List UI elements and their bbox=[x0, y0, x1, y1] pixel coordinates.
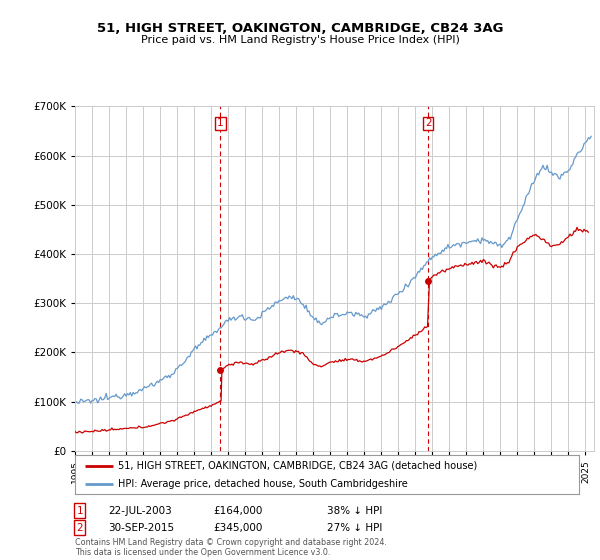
Text: £345,000: £345,000 bbox=[213, 522, 262, 533]
Point bbox=[215, 366, 225, 375]
Text: 1: 1 bbox=[76, 506, 83, 516]
Text: £164,000: £164,000 bbox=[213, 506, 262, 516]
Text: 27% ↓ HPI: 27% ↓ HPI bbox=[327, 522, 382, 533]
Text: 51, HIGH STREET, OAKINGTON, CAMBRIDGE, CB24 3AG (detached house): 51, HIGH STREET, OAKINGTON, CAMBRIDGE, C… bbox=[118, 461, 477, 471]
Text: 30-SEP-2015: 30-SEP-2015 bbox=[108, 522, 174, 533]
Point bbox=[423, 277, 433, 286]
Text: Price paid vs. HM Land Registry's House Price Index (HPI): Price paid vs. HM Land Registry's House … bbox=[140, 35, 460, 45]
Text: 2: 2 bbox=[425, 119, 431, 128]
Text: 51, HIGH STREET, OAKINGTON, CAMBRIDGE, CB24 3AG: 51, HIGH STREET, OAKINGTON, CAMBRIDGE, C… bbox=[97, 22, 503, 35]
Text: HPI: Average price, detached house, South Cambridgeshire: HPI: Average price, detached house, Sout… bbox=[118, 479, 407, 489]
Text: 38% ↓ HPI: 38% ↓ HPI bbox=[327, 506, 382, 516]
Text: 1: 1 bbox=[217, 119, 224, 128]
Text: 22-JUL-2003: 22-JUL-2003 bbox=[108, 506, 172, 516]
Text: 2: 2 bbox=[76, 522, 83, 533]
Text: Contains HM Land Registry data © Crown copyright and database right 2024.
This d: Contains HM Land Registry data © Crown c… bbox=[75, 538, 387, 557]
